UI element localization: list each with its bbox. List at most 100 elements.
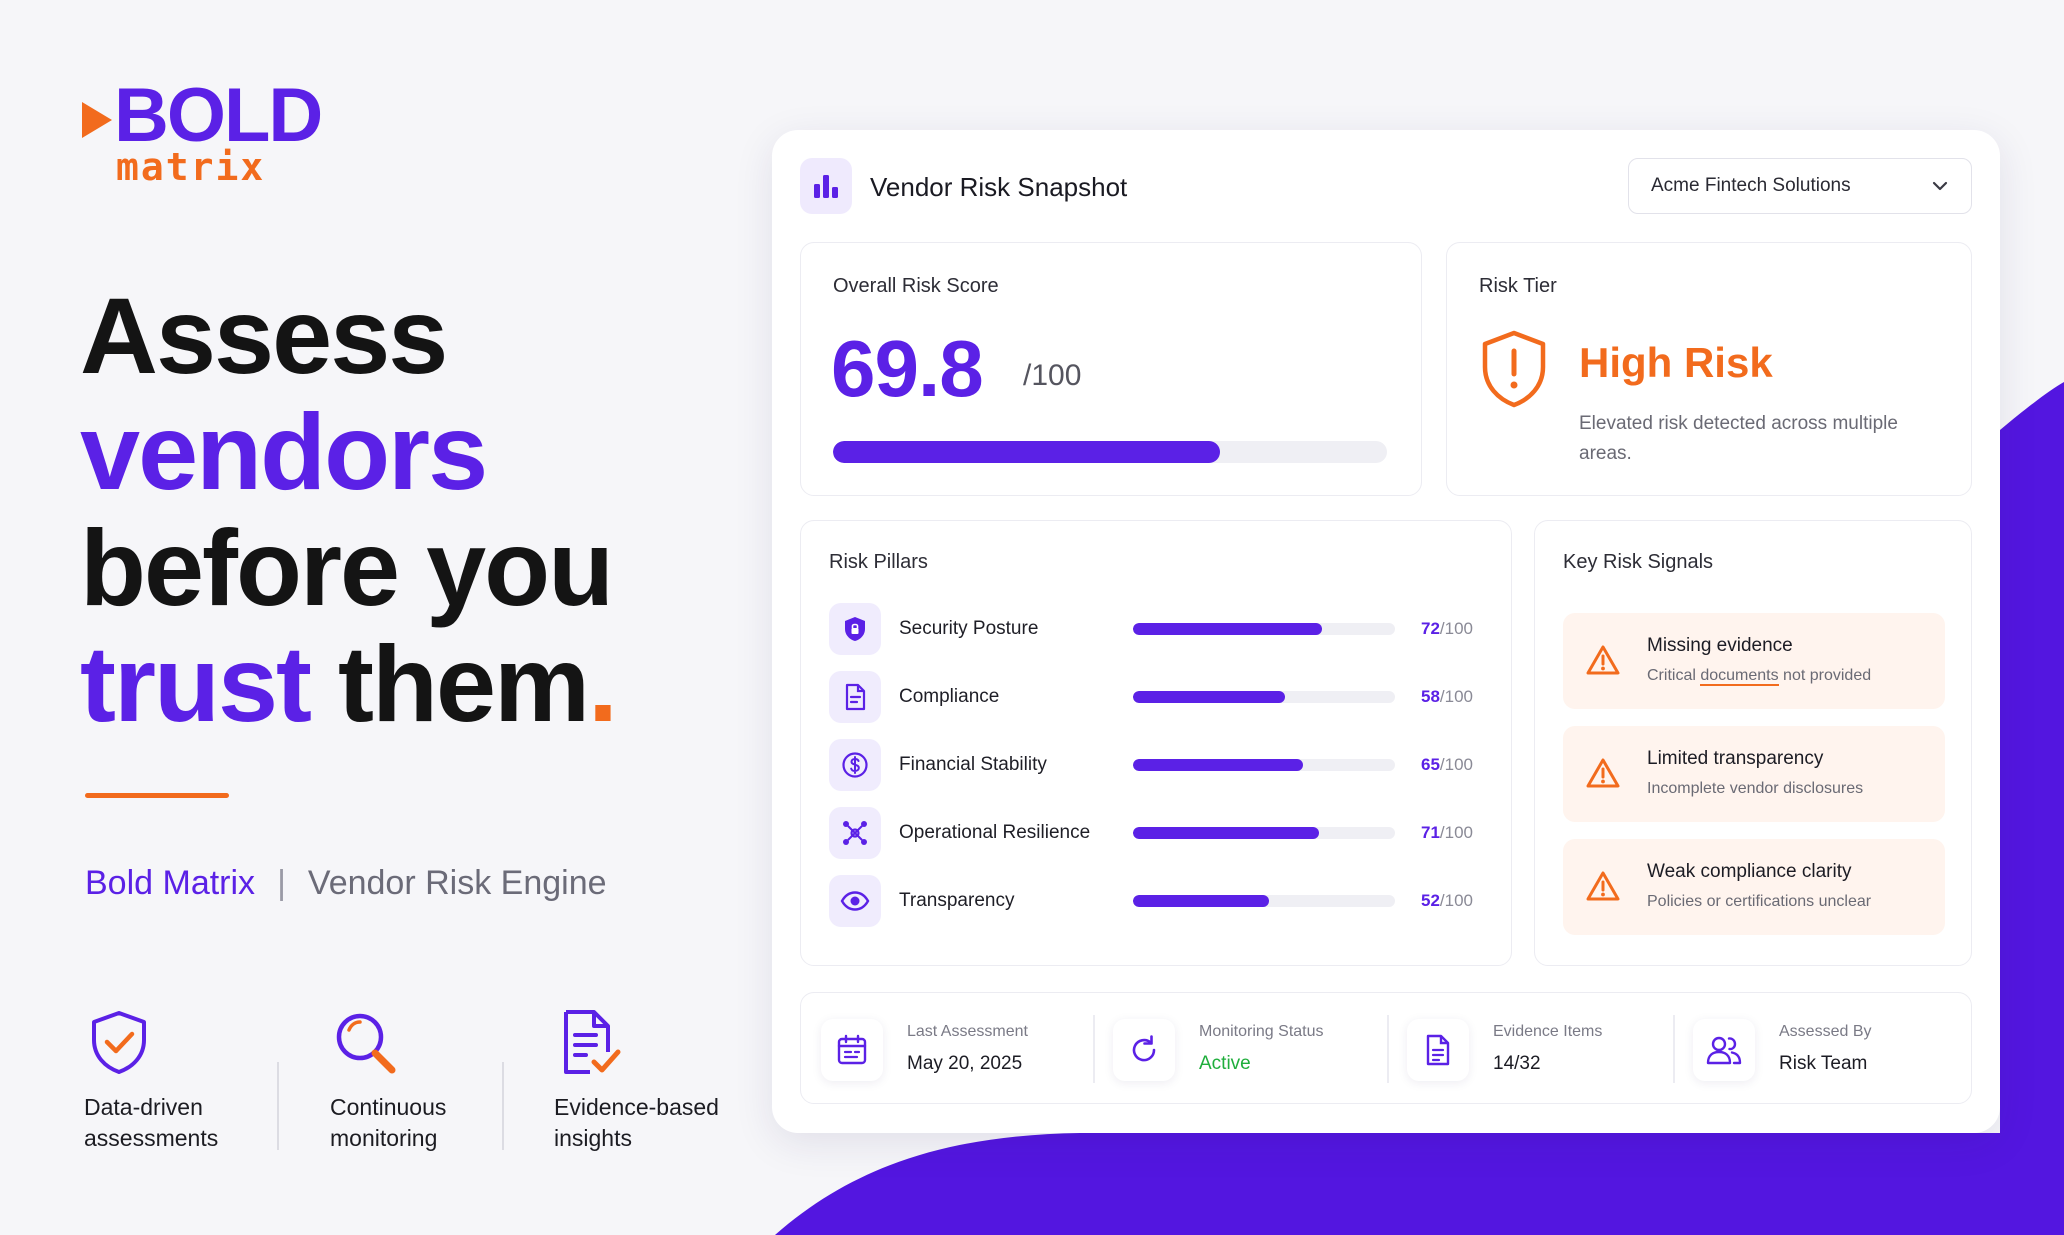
shield-check-icon: [92, 1011, 146, 1074]
pillar-score: 72/100: [1421, 619, 1474, 638]
dollar-icon: [829, 739, 881, 791]
brand-logo: BOLD matrix: [80, 78, 330, 190]
warning-icon: [1586, 871, 1620, 901]
pillar-security-posture: Security Posture 72/100: [829, 603, 1489, 655]
feature-evidence: Evidence-based insights: [554, 1008, 774, 1154]
signal-title: Weak compliance clarity: [1647, 861, 1852, 882]
stat-label: Last Assessment: [907, 1023, 1028, 1040]
vendor-select[interactable]: Acme Fintech Solutions: [1628, 158, 1972, 214]
headline-word-them: them: [310, 623, 590, 744]
stat-value: May 20, 2025: [907, 1053, 1023, 1074]
pillar-financial-stability: Financial Stability 65/100: [829, 739, 1489, 791]
stat-value: Risk Team: [1779, 1053, 1868, 1074]
feature-label: Data-driven assessments: [84, 1094, 219, 1151]
tagline-brand: Bold Matrix: [85, 864, 256, 902]
pillar-progress-fill: [1133, 827, 1320, 839]
risk-signals-panel: Key Risk Signals Missing evidence Critic…: [1534, 520, 1972, 966]
eye-icon: [829, 875, 881, 927]
signal-description: Critical documents not provided: [1647, 667, 1872, 686]
bar-chart-icon: [800, 158, 852, 214]
network-icon: [829, 807, 881, 859]
stat-monitoring-status: Monitoring Status Active: [1093, 993, 1387, 1105]
score-max: /100: [1023, 359, 1082, 392]
pillar-progress-fill: [1133, 691, 1285, 703]
signal-item[interactable]: Weak compliance clarity Policies or cert…: [1563, 839, 1945, 935]
tier-value: High Risk: [1579, 339, 1773, 386]
risk-tier-panel: Risk Tier High Risk Elevated risk detect…: [1446, 242, 1972, 496]
headline-word-trust: trust: [80, 623, 312, 744]
play-icon: [82, 102, 112, 138]
vendor-risk-card: Vendor Risk Snapshot Acme Fintech Soluti…: [772, 130, 2000, 1133]
chevron-down-icon: [1932, 181, 1948, 191]
tagline-separator: |: [277, 864, 286, 902]
tagline: Bold Matrix | Vendor Risk Engine: [85, 864, 607, 903]
pillars-title: Risk Pillars: [829, 551, 928, 573]
footer-divider: [1387, 1015, 1389, 1083]
feature-divider: [502, 1062, 504, 1150]
warning-icon: [1586, 645, 1620, 675]
document-check-icon: [564, 1010, 621, 1074]
pillar-progress-fill: [1133, 895, 1270, 907]
footer-divider: [1093, 1015, 1095, 1083]
stat-label: Monitoring Status: [1199, 1023, 1324, 1040]
headline-line-1: Assess: [80, 275, 448, 396]
calendar-icon: [821, 1019, 883, 1081]
signal-item[interactable]: Missing evidence Critical documents not …: [1563, 613, 1945, 709]
overall-score-panel: Overall Risk Score 69.8 /100: [800, 242, 1422, 496]
stat-last-assessment: Last Assessment May 20, 2025: [801, 993, 1093, 1105]
footer-divider: [1673, 1015, 1675, 1083]
pillar-progress-bar: [1133, 759, 1395, 771]
pillar-score: 71/100: [1421, 823, 1474, 842]
pillar-compliance: Compliance 58/100: [829, 671, 1489, 723]
refresh-icon: [1113, 1019, 1175, 1081]
stat-assessed-by: Assessed By Risk Team: [1673, 993, 1973, 1105]
assessment-footer: Last Assessment May 20, 2025 Monitoring …: [800, 992, 1972, 1104]
card-title: Vendor Risk Snapshot: [870, 172, 1128, 202]
stat-label: Evidence Items: [1493, 1023, 1603, 1040]
pillar-transparency: Transparency 52/100: [829, 875, 1489, 927]
tier-description: Elevated risk detected across multiple a…: [1579, 413, 1898, 464]
pillar-operational-resilience: Operational Resilience 71/100: [829, 807, 1489, 859]
signal-title: Missing evidence: [1647, 635, 1793, 656]
stat-label: Assessed By: [1779, 1023, 1872, 1040]
magnifier-icon: [336, 1013, 396, 1074]
signal-title: Limited transparency: [1647, 748, 1824, 769]
feature-divider: [277, 1062, 279, 1150]
file-icon: [1407, 1019, 1469, 1081]
pillar-score: 52/100: [1421, 891, 1474, 910]
tagline-product: Vendor Risk Engine: [307, 864, 607, 902]
shield-warning-icon: [1482, 330, 1546, 408]
pillar-progress-bar: [1133, 691, 1395, 703]
signal-description: Incomplete vendor disclosures: [1647, 780, 1864, 797]
logo-subword: matrix: [116, 145, 266, 189]
stat-value: Active: [1199, 1053, 1251, 1074]
pillar-name: Financial Stability: [899, 754, 1047, 775]
risk-pillars-panel: Risk Pillars Security Posture 72/100: [800, 520, 1512, 966]
headline-line-4: trust them.: [80, 623, 618, 744]
stat-value: 14/32: [1493, 1053, 1541, 1074]
document-icon: [829, 671, 881, 723]
pillar-progress-fill: [1133, 759, 1304, 771]
pillar-name: Transparency: [899, 890, 1015, 911]
headline-line-2: vendors: [80, 391, 488, 512]
signals-title: Key Risk Signals: [1563, 551, 1714, 573]
pillar-progress-bar: [1133, 827, 1395, 839]
pillar-name: Compliance: [899, 686, 1000, 707]
feature-label: Evidence-based insights: [554, 1094, 719, 1151]
feature-label: Continuous monitoring: [330, 1094, 447, 1151]
headline-dot: .: [588, 623, 618, 744]
users-icon: [1693, 1019, 1755, 1081]
feature-monitoring: Continuous monitoring: [330, 1008, 550, 1154]
card-header: Vendor Risk Snapshot Acme Fintech Soluti…: [800, 158, 1972, 216]
score-value: 69.8: [831, 324, 984, 413]
vendor-select-value: Acme Fintech Solutions: [1651, 175, 1851, 196]
headline-line-3: before you: [80, 507, 614, 628]
pillar-score: 65/100: [1421, 755, 1474, 774]
score-progress-bar: [833, 441, 1387, 463]
headline: Assess vendors before you trust them.: [80, 275, 618, 744]
logo-wordmark: BOLD: [114, 73, 323, 158]
shield-lock-icon: [829, 603, 881, 655]
accent-divider: [85, 793, 229, 798]
signal-item[interactable]: Limited transparency Incomplete vendor d…: [1563, 726, 1945, 822]
